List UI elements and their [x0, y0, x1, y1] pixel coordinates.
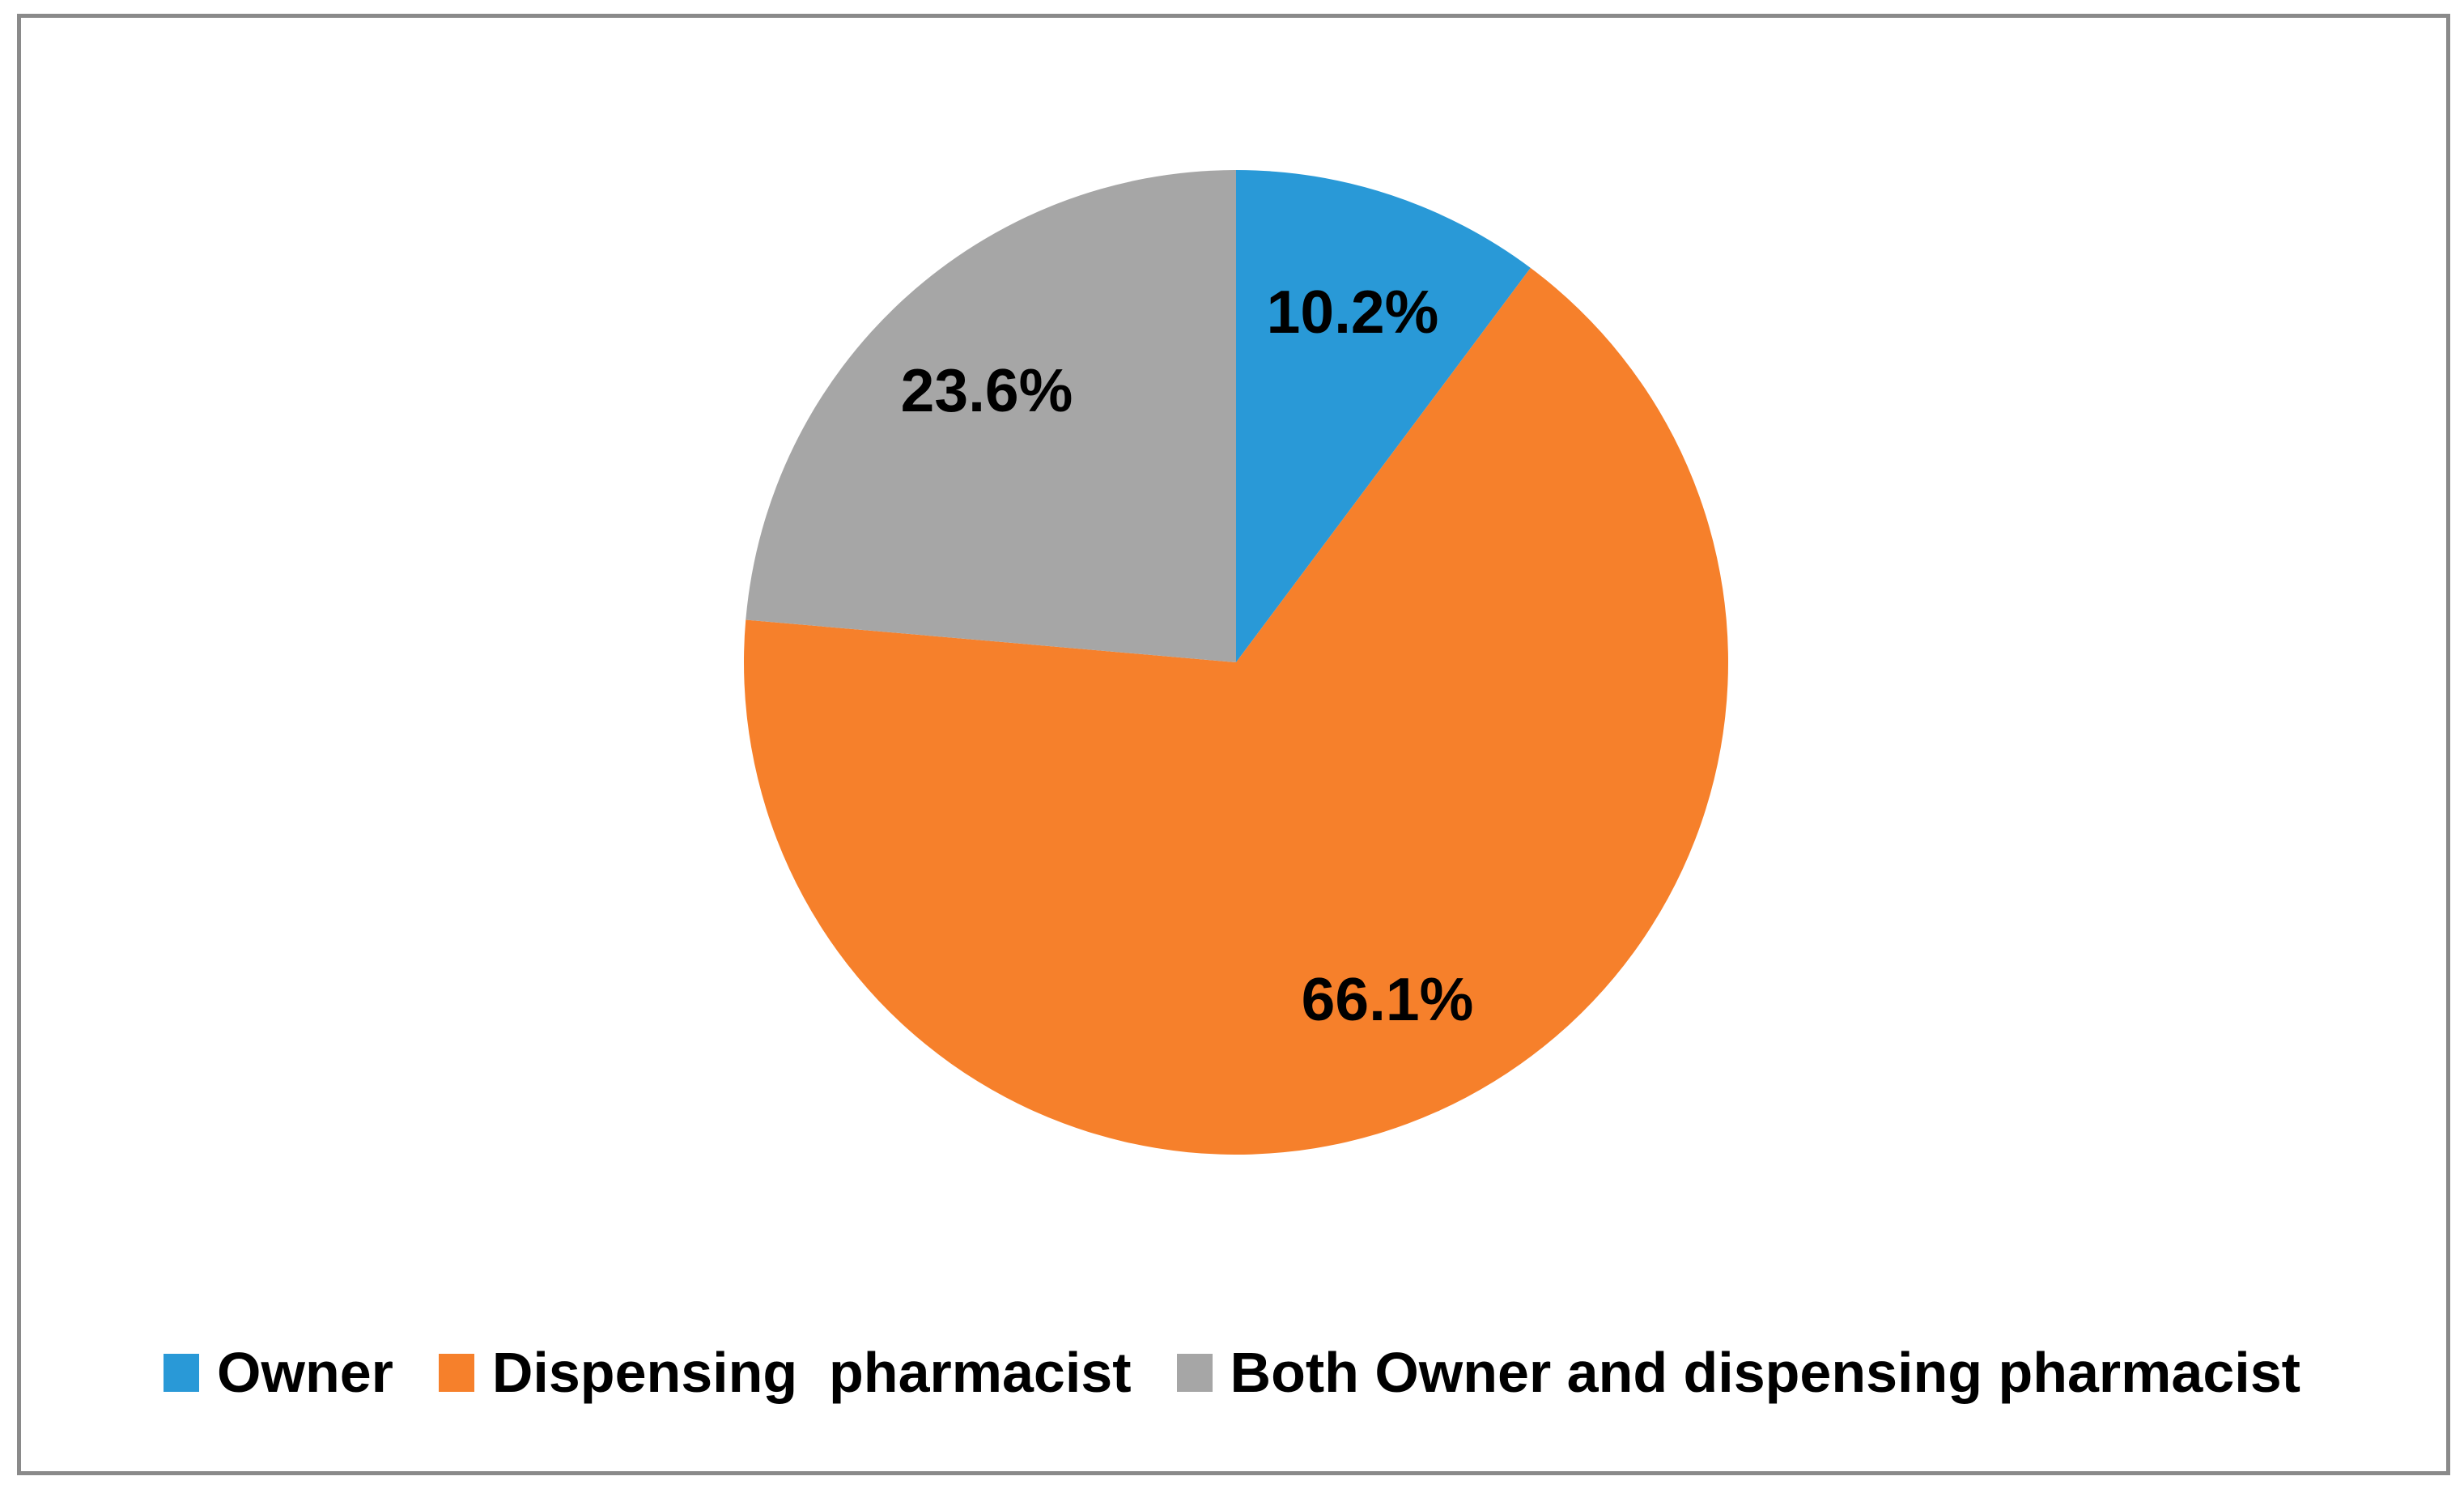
- legend-label-dispensing-pharmacist: Dispensing pharmacist: [491, 1341, 1132, 1404]
- legend-swatch-both-owner-and-dispensing-pharmacist-icon: [1176, 1353, 1213, 1392]
- legend-label-both-owner-and-dispensing-pharmacist: Both Owner and dispensing pharmacist: [1230, 1341, 2300, 1404]
- legend-swatch-owner-icon: [164, 1353, 200, 1392]
- legend-swatch-dispensing-pharmacist-icon: [438, 1353, 474, 1392]
- chart-legend: Owner Dispensing pharmacist Both Owner a…: [0, 1332, 2464, 1413]
- legend-item-owner: Owner: [164, 1344, 393, 1401]
- slice-label-both-owner-and-dispensing-pharmacist: 23.6%: [900, 356, 1073, 424]
- pie-slice-2: [746, 170, 1236, 662]
- legend-item-both-owner-and-dispensing-pharmacist: Both Owner and dispensing pharmacist: [1176, 1341, 2300, 1404]
- slice-label-dispensing-pharmacist: 66.1%: [1301, 965, 1474, 1033]
- legend-label-owner: Owner: [217, 1341, 393, 1404]
- legend-item-dispensing-pharmacist: Dispensing pharmacist: [438, 1341, 1132, 1404]
- pie-slice-1: [743, 267, 1728, 1155]
- slice-label-owner: 10.2%: [1266, 278, 1439, 346]
- pie-slice-0: [1236, 170, 1531, 662]
